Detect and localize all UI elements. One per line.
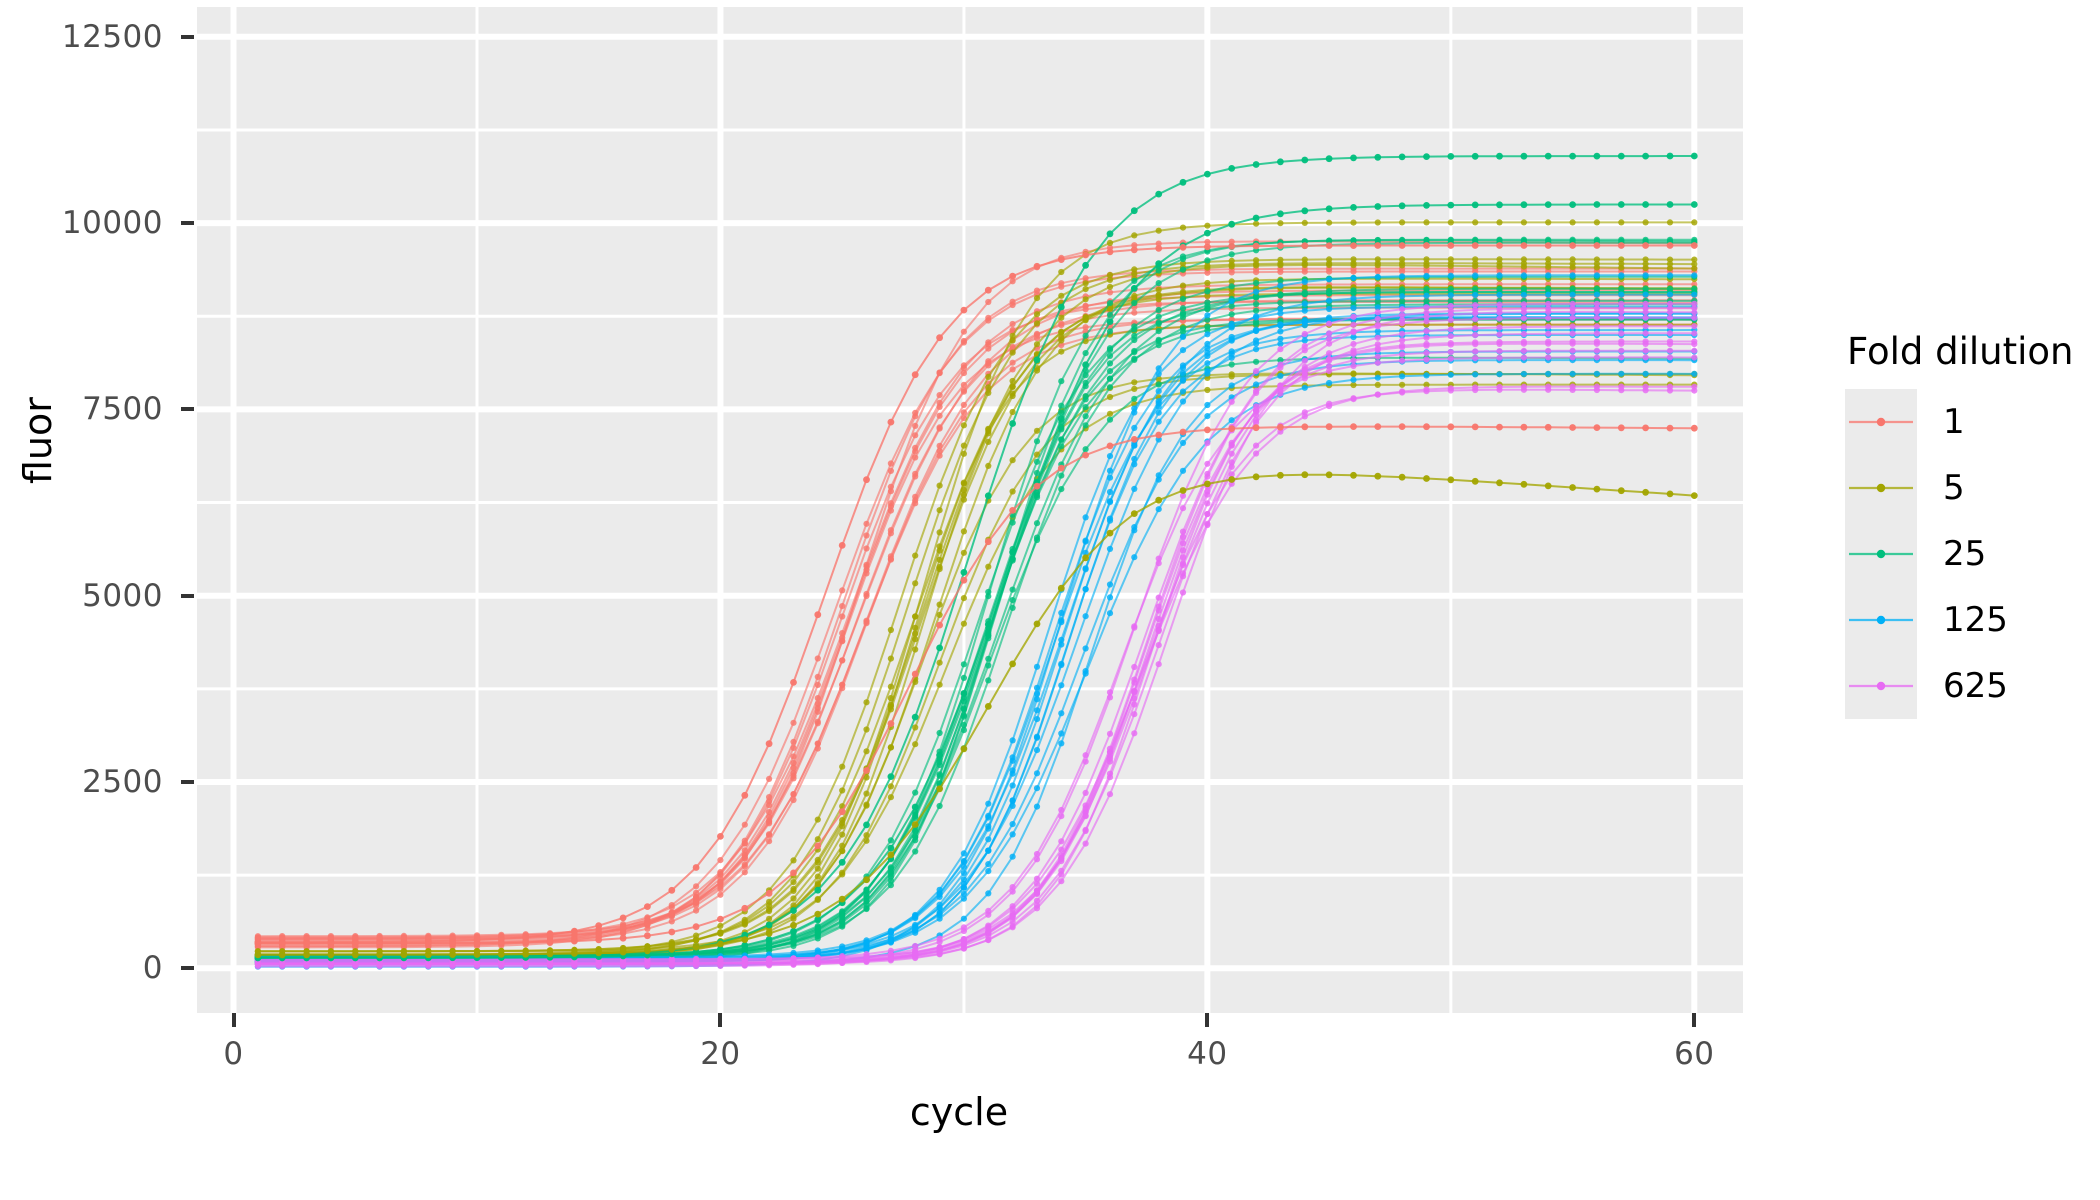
legend-key-swatch bbox=[1845, 389, 1917, 455]
x-tick-mark bbox=[1205, 1013, 1210, 1027]
legend-item-25[interactable]: 25 bbox=[1845, 521, 2095, 587]
chart-canvas bbox=[197, 7, 1743, 1013]
legend-item-label: 125 bbox=[1943, 600, 2008, 640]
series-25 bbox=[254, 236, 1698, 967]
legend-key-swatch bbox=[1845, 587, 1917, 653]
y-axis-labels: 12500 10000 7500 5000 2500 0 bbox=[0, 0, 163, 1200]
legend-item-1[interactable]: 1 bbox=[1845, 389, 2095, 455]
y-tick-label: 5000 bbox=[82, 577, 163, 614]
legend-items: 1 5 25 125 625 bbox=[1845, 389, 2095, 719]
legend-title: Fold dilution bbox=[1847, 330, 2074, 373]
y-tick-label: 10000 bbox=[61, 205, 163, 242]
chart-panel bbox=[197, 7, 1743, 1013]
y-tick-mark bbox=[181, 221, 194, 226]
y-tick-mark bbox=[181, 34, 194, 39]
legend-item-label: 625 bbox=[1943, 666, 2008, 706]
legend-item-label: 25 bbox=[1943, 534, 1987, 574]
x-tick-mark bbox=[231, 1013, 236, 1027]
y-tick-label: 2500 bbox=[82, 763, 163, 800]
y-tick-mark bbox=[181, 407, 194, 412]
y-tick-mark bbox=[181, 593, 194, 598]
y-tick-label: 12500 bbox=[61, 18, 163, 55]
legend-item-125[interactable]: 125 bbox=[1845, 587, 2095, 653]
legend-key-swatch bbox=[1845, 455, 1917, 521]
x-tick-label: 20 bbox=[700, 1036, 741, 1072]
x-tick-label: 40 bbox=[1187, 1036, 1228, 1072]
x-axis-title: cycle bbox=[909, 1090, 1009, 1134]
outlier-curves bbox=[254, 152, 1698, 962]
y-tick-mark bbox=[181, 779, 194, 784]
legend-item-625[interactable]: 625 bbox=[1845, 653, 2095, 719]
legend-item-label: 5 bbox=[1943, 468, 1965, 508]
legend-item-label: 1 bbox=[1943, 402, 1965, 442]
x-tick-label: 0 bbox=[223, 1036, 244, 1072]
legend-key-swatch bbox=[1845, 653, 1917, 719]
x-tick-label: 60 bbox=[1674, 1036, 1715, 1072]
y-axis-title: fluor bbox=[16, 397, 60, 484]
x-tick-mark bbox=[1692, 1013, 1697, 1027]
x-tick-mark bbox=[718, 1013, 723, 1027]
legend-key-swatch bbox=[1845, 521, 1917, 587]
legend-item-5[interactable]: 5 bbox=[1845, 455, 2095, 521]
y-tick-mark bbox=[181, 966, 194, 971]
y-tick-label: 0 bbox=[142, 950, 163, 987]
plot-area: 12500 10000 7500 5000 2500 0 fluor 0 20 40 60 cy… bbox=[0, 0, 1743, 1200]
series-625 bbox=[254, 300, 1698, 970]
y-tick-label: 7500 bbox=[82, 391, 163, 428]
legend: Fold dilution 1 5 25 125 625 bbox=[1845, 330, 2095, 719]
